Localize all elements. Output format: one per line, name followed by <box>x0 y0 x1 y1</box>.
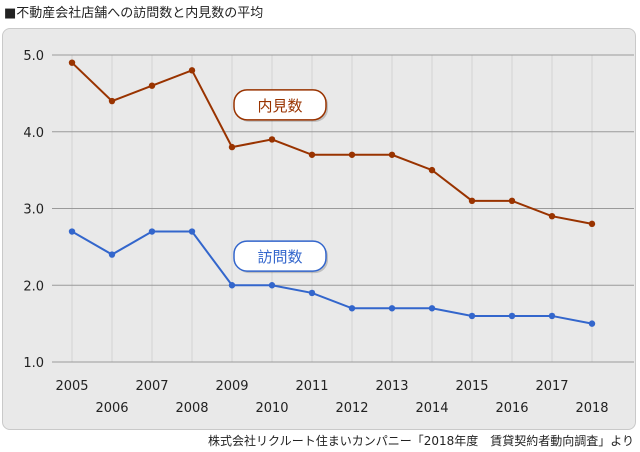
y-tick-label: 5.0 <box>23 49 44 64</box>
series-label: 内見数 <box>257 97 302 115</box>
x-tick-label: 2017 <box>535 379 568 394</box>
data-point <box>148 82 156 89</box>
data-point <box>468 197 476 205</box>
series-label-box <box>233 240 327 272</box>
series-label-box <box>233 89 327 121</box>
y-tick-label: 2.0 <box>23 279 44 294</box>
data-point <box>188 228 196 235</box>
data-point <box>428 166 436 174</box>
x-tick-label: 2008 <box>175 401 208 416</box>
x-tick-label: 2018 <box>575 401 608 416</box>
x-tick-label: 2011 <box>295 379 328 394</box>
x-tick-label: 2015 <box>455 379 488 394</box>
data-point <box>508 197 516 205</box>
chart-title: ■不動産会社店舗への訪問数と内見数の平均 <box>4 6 264 21</box>
data-point <box>268 136 276 143</box>
data-point <box>508 312 516 320</box>
data-point <box>148 228 156 235</box>
y-tick-label: 4.0 <box>23 126 44 141</box>
data-point <box>228 282 236 289</box>
x-tick-label: 2006 <box>95 401 128 416</box>
data-point <box>348 305 356 312</box>
data-point <box>108 97 116 105</box>
data-point <box>188 67 196 74</box>
x-tick-label: 2014 <box>415 401 448 416</box>
data-point <box>588 220 596 228</box>
x-tick-label: 2013 <box>375 379 408 394</box>
data-point <box>428 305 436 312</box>
x-tick-label: 2012 <box>335 401 368 416</box>
data-point <box>108 251 116 258</box>
x-tick-label: 2010 <box>255 401 288 416</box>
data-point <box>388 305 396 312</box>
data-point <box>548 212 556 220</box>
data-point <box>68 59 76 66</box>
x-tick-label: 2009 <box>215 379 248 394</box>
data-point <box>308 151 316 158</box>
data-point <box>68 228 76 235</box>
data-point <box>388 151 396 158</box>
data-point <box>268 282 276 289</box>
series-line <box>71 61 593 225</box>
x-tick-label: 2007 <box>135 379 168 394</box>
series-label: 訪問数 <box>257 248 302 266</box>
source-note: 株式会社リクルート住まいカンパニー「2018年度 賃貸契約者動向調査」より <box>208 434 634 448</box>
series-line <box>71 230 593 325</box>
data-point <box>228 143 236 151</box>
chart-panel <box>2 28 636 430</box>
data-point <box>588 320 596 327</box>
data-point <box>468 312 476 320</box>
x-tick-label: 2016 <box>495 401 528 416</box>
y-tick-label: 1.0 <box>23 356 44 371</box>
y-tick-label: 3.0 <box>23 203 44 218</box>
data-point <box>548 312 556 320</box>
x-tick-label: 2005 <box>55 379 88 394</box>
data-point <box>348 151 356 158</box>
data-point <box>308 289 316 297</box>
